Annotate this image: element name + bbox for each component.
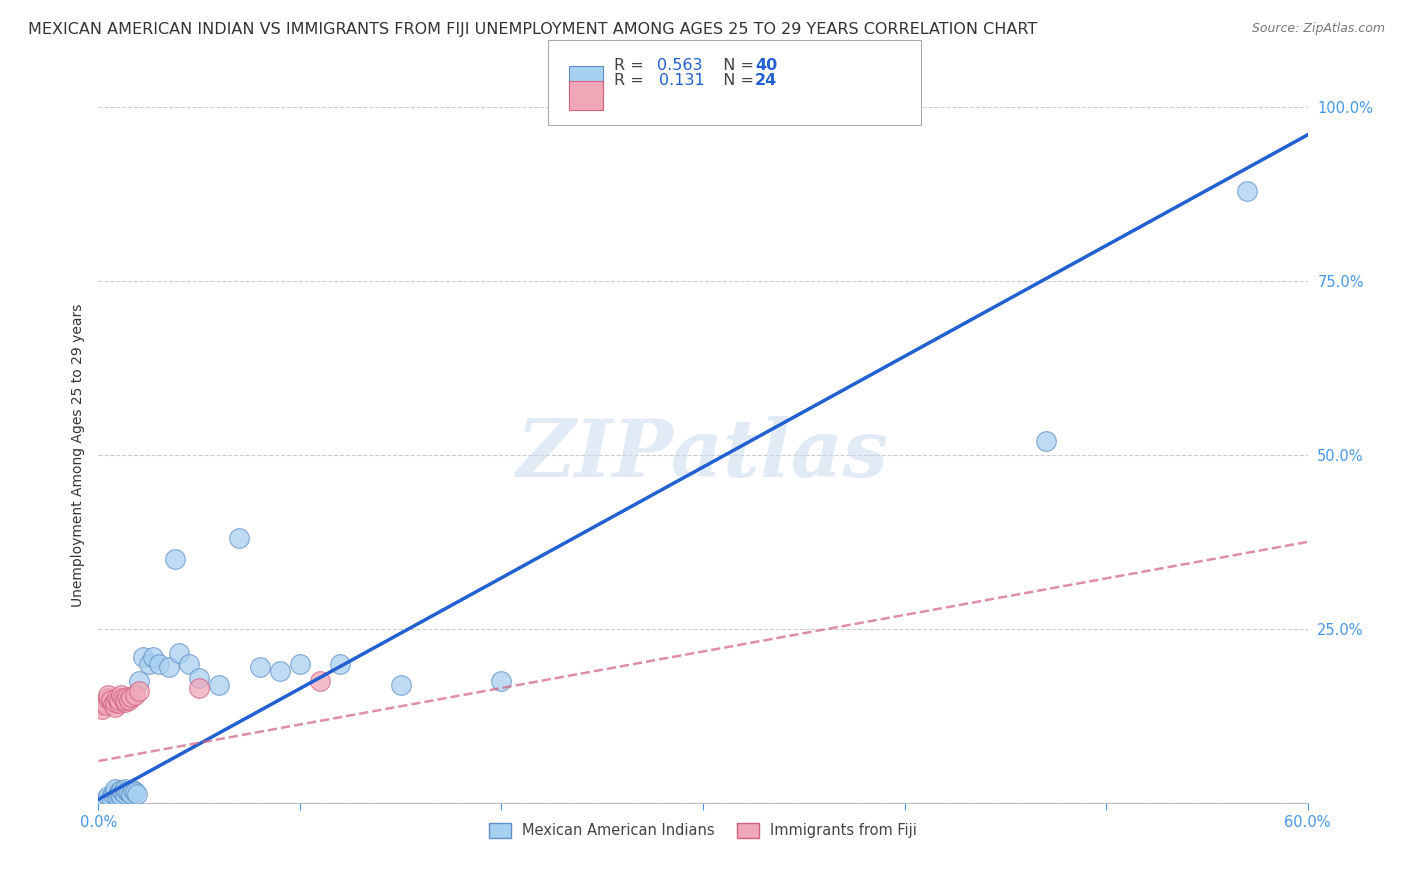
Text: R =: R = (614, 73, 654, 87)
Point (138, 657, 160, 671)
Point (114, 695, 136, 709)
Point (115, 784, 138, 798)
Point (110, 783, 132, 797)
Point (128, 674, 150, 689)
Text: N =: N = (713, 58, 759, 72)
Point (111, 691, 134, 706)
Point (115, 690, 138, 704)
Point (188, 681, 211, 695)
Point (107, 696, 129, 710)
Point (120, 787, 142, 801)
Text: N =: N = (713, 73, 759, 87)
Point (103, 785, 125, 799)
Point (91, 702, 114, 716)
Legend: Mexican American Indians, Immigrants from Fiji: Mexican American Indians, Immigrants fro… (482, 817, 924, 844)
Text: 0.563: 0.563 (657, 58, 702, 72)
Point (288, 657, 311, 671)
Point (329, 657, 352, 671)
Point (103, 695, 125, 709)
Point (100, 790, 122, 805)
Point (96, 698, 118, 713)
Point (188, 671, 211, 685)
Point (105, 789, 128, 803)
Text: 40: 40 (755, 58, 778, 72)
Point (107, 788, 129, 802)
Point (89, 698, 111, 713)
Point (111, 785, 134, 799)
Point (103, 699, 125, 714)
Point (249, 660, 271, 674)
Point (124, 688, 146, 702)
Point (100, 693, 122, 707)
Point (124, 785, 146, 799)
Text: R =: R = (614, 58, 650, 72)
Point (110, 789, 132, 803)
Point (103, 781, 125, 796)
Point (97, 691, 120, 706)
Point (167, 646, 190, 660)
Point (309, 674, 332, 689)
Point (389, 677, 412, 691)
Point (228, 532, 250, 546)
Point (101, 788, 124, 802)
Point (1236, 184, 1258, 198)
Point (107, 693, 129, 707)
Point (125, 788, 148, 802)
Point (132, 649, 155, 664)
Point (121, 783, 143, 797)
Point (97, 688, 120, 702)
Point (114, 693, 136, 707)
Point (96, 792, 118, 806)
Point (269, 664, 291, 678)
Point (118, 785, 141, 799)
Point (107, 785, 129, 799)
Text: 0.131: 0.131 (659, 73, 706, 87)
Point (118, 693, 141, 707)
Point (179, 657, 201, 671)
Point (163, 552, 186, 566)
Point (114, 788, 136, 802)
Point (1035, 434, 1057, 448)
Point (110, 688, 132, 702)
Point (93, 695, 115, 709)
Point (97, 789, 120, 803)
Text: 24: 24 (755, 73, 778, 87)
Point (101, 697, 124, 711)
Point (128, 684, 150, 698)
Point (120, 690, 142, 704)
Point (148, 657, 170, 671)
Point (491, 674, 513, 689)
Point (208, 677, 231, 691)
Point (114, 781, 136, 796)
Text: MEXICAN AMERICAN INDIAN VS IMMIGRANTS FROM FIJI UNEMPLOYMENT AMONG AGES 25 TO 29: MEXICAN AMERICAN INDIAN VS IMMIGRANTS FR… (28, 22, 1038, 37)
Point (105, 691, 128, 706)
Text: Source: ZipAtlas.com: Source: ZipAtlas.com (1251, 22, 1385, 36)
Text: ZIPatlas: ZIPatlas (517, 417, 889, 493)
Point (142, 649, 165, 664)
Y-axis label: Unemployment Among Ages 25 to 29 years: Unemployment Among Ages 25 to 29 years (70, 303, 84, 607)
Point (157, 660, 180, 674)
